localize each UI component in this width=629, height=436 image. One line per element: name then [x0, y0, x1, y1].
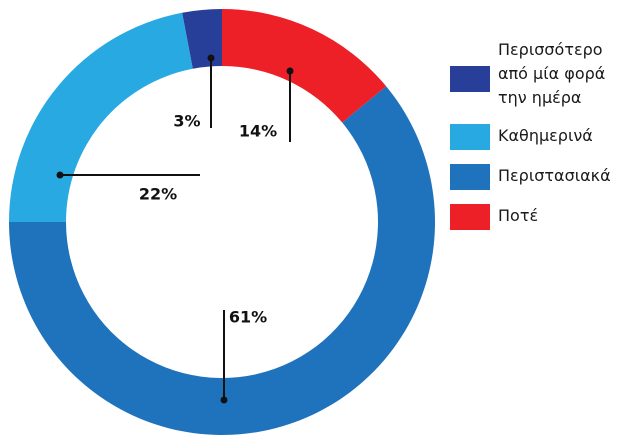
- value-label: 22%: [139, 185, 177, 204]
- legend-swatch: [450, 124, 490, 150]
- donut-slice: [9, 12, 193, 223]
- legend-item: Περισσότερο από μία φορά την ημέρα: [450, 38, 628, 110]
- legend-label: Περισσότερο από μία φορά την ημέρα: [498, 40, 606, 107]
- donut-slice: [182, 9, 222, 69]
- value-label: 14%: [239, 122, 277, 141]
- leader-dot: [220, 396, 228, 404]
- legend-item: Καθημερινά: [450, 124, 628, 150]
- legend-swatch: [450, 204, 490, 230]
- donut-slice: [9, 86, 435, 435]
- donut-slice: [222, 9, 387, 123]
- legend-item: Περιστασιακά: [450, 164, 628, 190]
- value-label: 61%: [229, 308, 267, 327]
- legend-swatch: [450, 66, 490, 92]
- leader-dot: [286, 67, 294, 75]
- legend: Περισσότερο από μία φορά την ημέρα Καθημε…: [450, 38, 628, 244]
- legend-item: Ποτέ: [450, 204, 628, 230]
- legend-label: Ποτέ: [498, 206, 539, 225]
- value-label: 3%: [173, 112, 200, 131]
- leader-dot: [207, 54, 215, 62]
- legend-label: Περιστασιακά: [498, 166, 611, 185]
- leader-dot: [56, 171, 64, 179]
- donut-chart: 3% 22% 61% 14%: [9, 9, 435, 435]
- legend-swatch: [450, 164, 490, 190]
- legend-label: Καθημερινά: [498, 126, 593, 145]
